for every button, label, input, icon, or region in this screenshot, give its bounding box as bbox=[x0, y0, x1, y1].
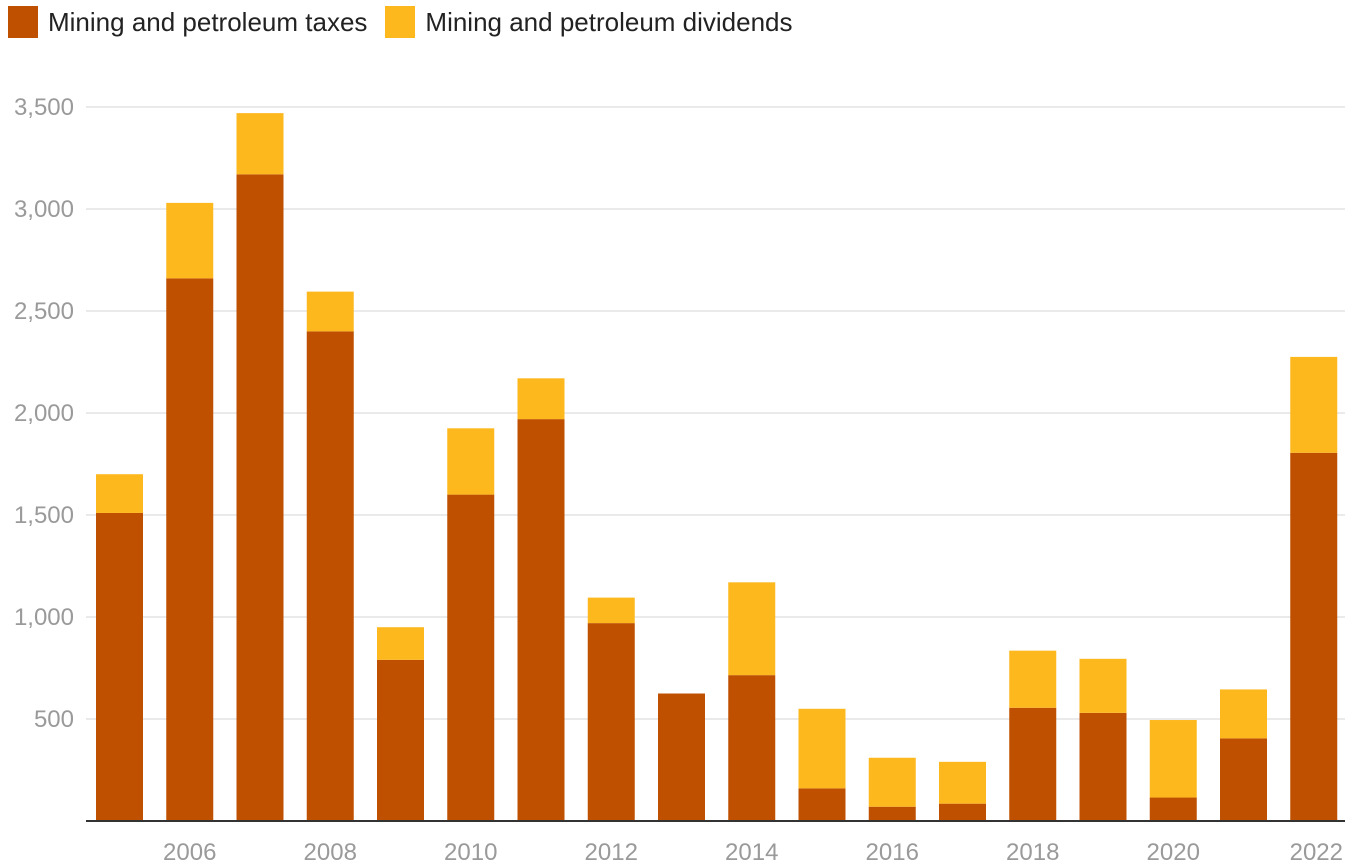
x-tick-label: 2022 bbox=[1290, 839, 1343, 866]
x-tick-label: 2010 bbox=[444, 839, 497, 866]
y-tick-label: 3,000 bbox=[14, 196, 74, 223]
bar-dividends-2018 bbox=[1009, 650, 1057, 708]
bar-taxes-2012 bbox=[587, 623, 635, 821]
x-tick-label: 2006 bbox=[163, 839, 216, 866]
bar-taxes-2021 bbox=[1220, 738, 1267, 821]
y-tick-label: 1,000 bbox=[14, 604, 74, 631]
bar-dividends-2019 bbox=[1079, 658, 1127, 713]
x-tick-label: 2020 bbox=[1147, 839, 1200, 866]
legend-swatch-taxes bbox=[8, 6, 38, 38]
bar-taxes-2011 bbox=[517, 419, 565, 821]
bar-dividends-2007 bbox=[236, 113, 284, 175]
x-tick-label: 2016 bbox=[866, 839, 919, 866]
bar-dividends-2021 bbox=[1220, 689, 1267, 739]
bar-taxes-2005 bbox=[96, 512, 143, 821]
bar-taxes-2022 bbox=[1290, 452, 1338, 821]
bar-taxes-2016 bbox=[868, 806, 916, 821]
legend-item-taxes: Mining and petroleum taxes bbox=[8, 6, 367, 38]
legend-label-dividends: Mining and petroleum dividends bbox=[425, 6, 793, 37]
y-axis-tick-labels: 500 1,000 1,500 2,000 2,500 3,000 3,500 bbox=[14, 94, 74, 733]
bar-taxes-2006 bbox=[166, 278, 214, 821]
legend-item-dividends: Mining and petroleum dividends bbox=[385, 6, 793, 38]
x-tick-label: 2014 bbox=[725, 839, 778, 866]
bar-dividends-2008 bbox=[306, 291, 354, 332]
x-axis-tick-labels: 2006 2008 2010 2012 2014 2016 2018 2020 2022 bbox=[163, 839, 1343, 866]
y-tick-label: 2,500 bbox=[14, 298, 74, 325]
bar-dividends-2010 bbox=[447, 428, 495, 495]
bar-taxes-2009 bbox=[377, 659, 424, 821]
y-tick-label: 3,500 bbox=[14, 94, 74, 121]
bar-dividends-2005 bbox=[96, 474, 143, 513]
bar-dividends-2009 bbox=[377, 627, 424, 660]
legend-label-taxes: Mining and petroleum taxes bbox=[48, 6, 368, 37]
x-tick-label: 2018 bbox=[1006, 839, 1059, 866]
bar-taxes-2019 bbox=[1079, 712, 1127, 821]
bar-taxes-2020 bbox=[1149, 797, 1197, 821]
bar-taxes-2014 bbox=[728, 675, 776, 821]
bar-dividends-2020 bbox=[1149, 720, 1197, 798]
y-tick-label: 1,500 bbox=[14, 502, 74, 529]
y-tick-label: 2,000 bbox=[14, 400, 74, 427]
bar-taxes-2008 bbox=[306, 331, 354, 821]
legend: Mining and petroleum taxes Mining and pe… bbox=[8, 6, 811, 38]
y-tick-label: 500 bbox=[34, 706, 74, 733]
legend-swatch-dividends bbox=[385, 6, 416, 38]
bar-dividends-2015 bbox=[798, 708, 846, 789]
bar-dividends-2016 bbox=[868, 757, 916, 807]
bar-dividends-2012 bbox=[587, 597, 635, 624]
bar-taxes-2013 bbox=[658, 693, 705, 821]
bars bbox=[96, 113, 1338, 821]
bar-taxes-2010 bbox=[447, 494, 495, 821]
x-tick-label: 2012 bbox=[585, 839, 638, 866]
bar-dividends-2011 bbox=[517, 378, 565, 420]
gridlines bbox=[86, 106, 1345, 720]
bar-taxes-2007 bbox=[236, 174, 284, 821]
bar-dividends-2014 bbox=[728, 582, 776, 676]
bar-taxes-2015 bbox=[798, 788, 846, 821]
bar-dividends-2006 bbox=[166, 202, 214, 279]
bar-dividends-2017 bbox=[939, 761, 986, 804]
bar-taxes-2017 bbox=[939, 803, 986, 821]
bar-dividends-2022 bbox=[1290, 356, 1338, 453]
x-tick-label: 2008 bbox=[304, 839, 357, 866]
bar-taxes-2018 bbox=[1009, 707, 1057, 821]
